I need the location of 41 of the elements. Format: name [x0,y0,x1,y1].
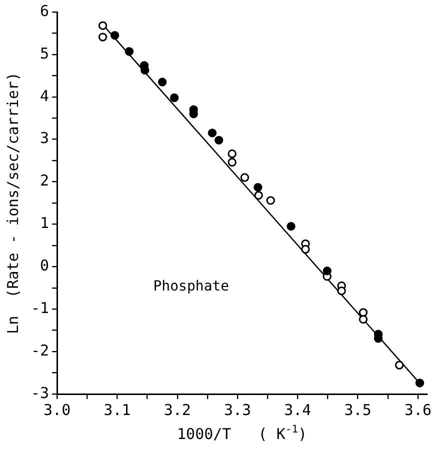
y-tick-label: 4 [40,86,50,105]
point [158,78,167,86]
point [394,360,404,370]
annotation: Phosphate [153,278,230,295]
y-tick-label: 5 [40,44,50,62]
x-tick-label: 3.0 [44,400,71,419]
point [301,244,310,254]
point [337,286,346,296]
point [266,196,275,205]
point [228,158,236,167]
point [254,182,262,192]
x-tick-label: 3.4 [284,400,312,419]
y-tick-label: 6 [40,2,50,20]
y-tick-label: -1 [31,299,50,317]
point [240,173,250,182]
x-tick-label: 3.3 [224,400,252,419]
y-tick-label: 2 [40,172,50,190]
point [322,266,332,276]
y-tick-label: -3 [31,384,50,402]
point [286,222,296,231]
point [228,149,236,158]
point [170,93,179,102]
point [124,47,134,56]
y-tick-label: -2 [31,341,50,360]
point [254,191,263,200]
x-tick-label: 3.6 [404,400,432,419]
x-tick-label: 3.2 [164,400,191,419]
point [98,21,108,30]
point [208,128,217,138]
y-axis-title: Ln (Rate - ions/sec/carrier) [4,72,22,334]
point [358,314,368,324]
x-tick-label: 3.5 [344,400,372,419]
point [98,32,108,42]
x-tick-label: 3.1 [104,400,131,419]
point [358,308,368,317]
point [214,136,224,145]
y-tick-label: 3 [40,129,50,148]
point [415,378,424,388]
point [110,30,120,40]
y-tick-label: 0 [40,256,50,275]
y-tick-label: 1 [40,214,50,232]
